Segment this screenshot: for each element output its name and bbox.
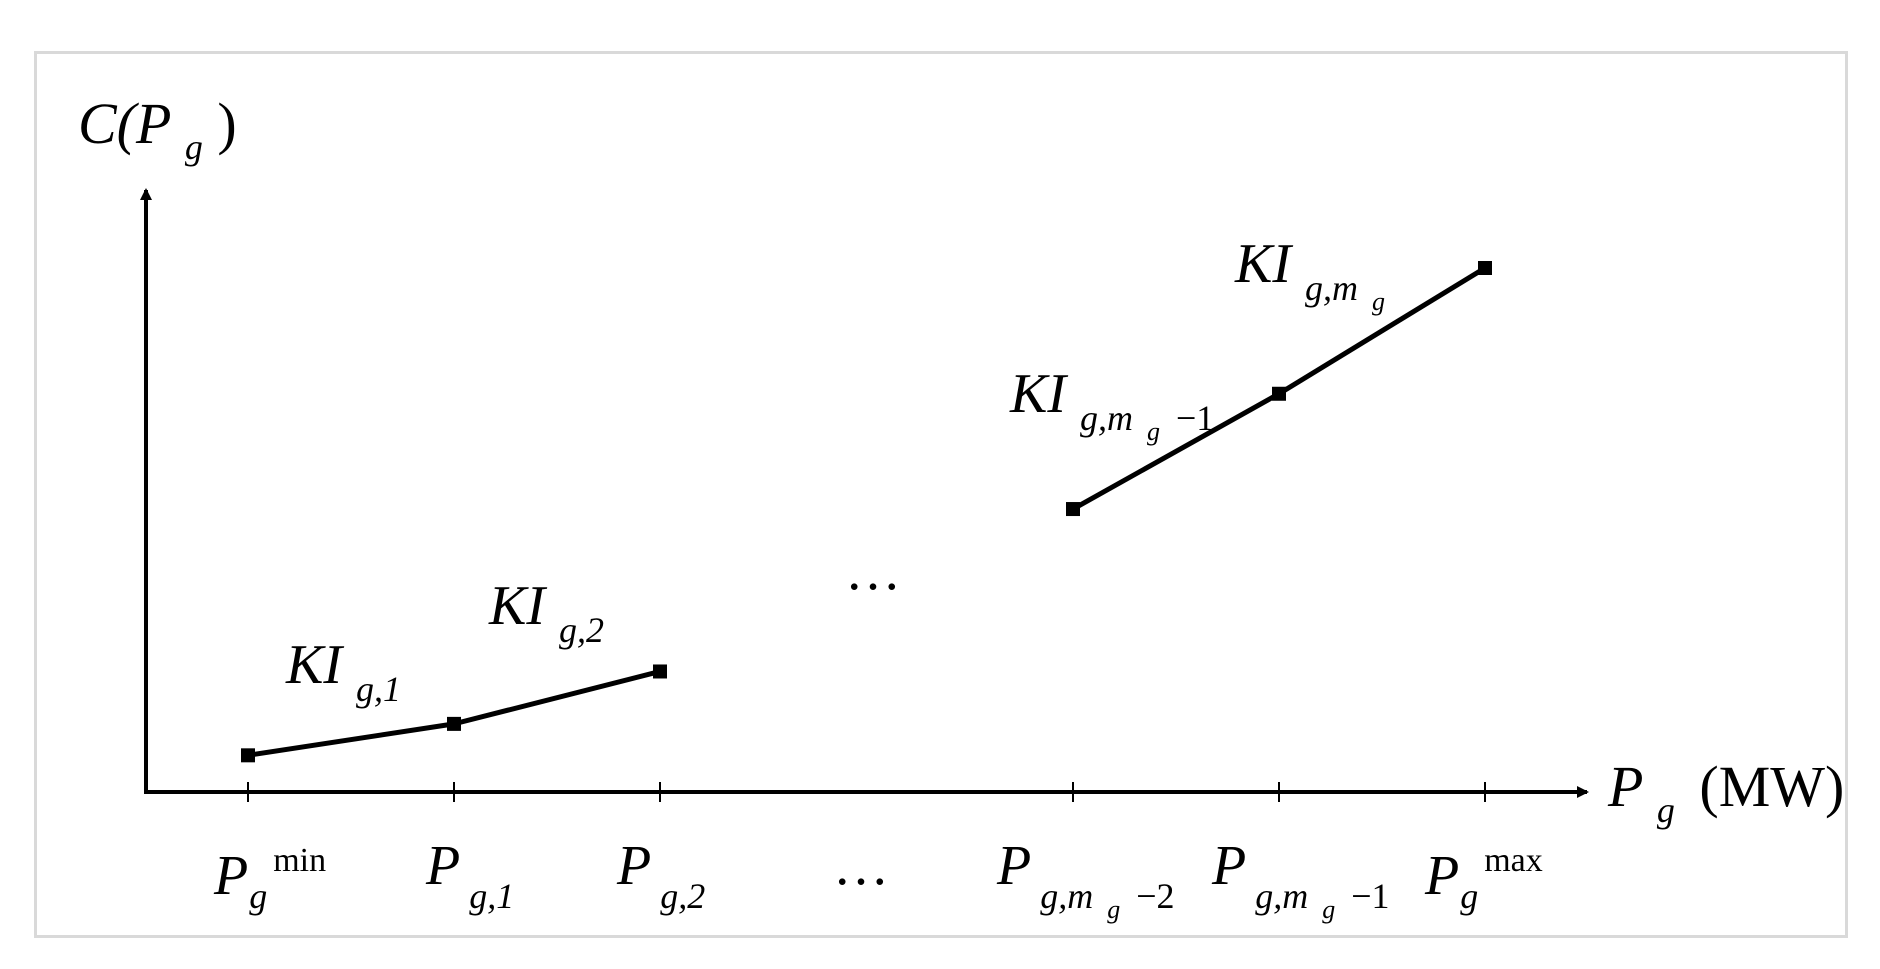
y-axis-label: C(P g ) bbox=[78, 91, 237, 172]
y-axis-label-close-paren: ) bbox=[217, 91, 236, 156]
x-tick-label-subscript-prefix: g,m bbox=[1040, 876, 1093, 916]
x-tick-label-superscript: max bbox=[1484, 842, 1543, 879]
x-tick-label-subscript: g bbox=[1460, 876, 1478, 916]
x-tick-label-subsubscript: g bbox=[1322, 895, 1335, 924]
x-tick-label-p-g-2: P g,2 bbox=[616, 835, 705, 916]
x-tick-label-ellipsis: … bbox=[833, 835, 889, 897]
segment-label-subsubscript: g bbox=[1372, 287, 1385, 316]
segment-label-main: KI bbox=[285, 634, 344, 696]
x-tick-label-subscript: g,2 bbox=[660, 876, 705, 916]
x-tick-label-p-g-max: P g max bbox=[1424, 842, 1543, 921]
left-curve-breakpoint bbox=[447, 716, 461, 731]
y-axis-label-main: C(P bbox=[78, 91, 170, 156]
segment-label-ki-g-mg-minus-1: KI g,m g −1 bbox=[1009, 363, 1214, 453]
x-tick-label-subscript-prefix: g,m bbox=[1255, 876, 1308, 916]
segment-label-main: KI bbox=[1009, 363, 1068, 425]
cost-curve-breakpoints bbox=[241, 261, 1492, 763]
right-curve-breakpoint bbox=[1272, 386, 1286, 401]
left-curve-breakpoint bbox=[241, 748, 255, 763]
x-tick-label-superscript: min bbox=[273, 842, 326, 879]
x-axis-label-unit: (MW) bbox=[1699, 754, 1844, 819]
x-tick-label-subscript-suffix: −1 bbox=[1351, 876, 1389, 916]
x-tick-label-main: P bbox=[616, 835, 650, 897]
left-curve-segment bbox=[247, 721, 455, 758]
x-tick-label-p-g-mg-minus-1: P g,m g −1 bbox=[1211, 835, 1390, 931]
x-tick-label-main: P bbox=[996, 835, 1030, 897]
segment-label-subscript-suffix: −1 bbox=[1176, 398, 1214, 438]
x-tick-label-main: P bbox=[425, 835, 459, 897]
cost-curve-segments bbox=[247, 265, 1487, 758]
x-tick-label-subscript: g bbox=[249, 876, 267, 916]
x-axis-label-main: P bbox=[1607, 754, 1642, 819]
segment-label-ki-g-1: KI g,1 bbox=[285, 634, 401, 709]
x-axis-ticks bbox=[247, 782, 1486, 802]
segment-label-ki-g-mg: KI g,m g bbox=[1234, 233, 1385, 316]
x-tick-label-main: P bbox=[213, 845, 247, 907]
x-tick-label-subscript: g,1 bbox=[469, 876, 514, 916]
x-tick-label-p-g-mg-minus-2: P g,m g −2 bbox=[996, 835, 1175, 931]
left-curve-segment bbox=[453, 669, 661, 727]
segment-label-main: KI bbox=[1234, 233, 1293, 295]
x-tick-label-subscript-suffix: −2 bbox=[1136, 876, 1174, 916]
left-curve-breakpoint bbox=[653, 664, 667, 679]
right-curve-breakpoint bbox=[1478, 261, 1492, 275]
right-curve-segment bbox=[1277, 265, 1487, 396]
x-tick-label-p-g-min: P g min bbox=[213, 842, 326, 921]
segment-label-subscript-prefix: g,m bbox=[1305, 268, 1358, 308]
segment-label-main: KI bbox=[488, 575, 547, 637]
x-tick-label-p-g-1: P g,1 bbox=[425, 835, 514, 916]
x-tick-label-subsubscript: g bbox=[1107, 895, 1120, 924]
segment-label-subscript: g,2 bbox=[559, 610, 604, 650]
right-curve-segment bbox=[1071, 391, 1281, 512]
right-curve-breakpoint bbox=[1066, 502, 1080, 517]
segment-label-ki-g-2: KI g,2 bbox=[488, 575, 604, 650]
segment-label-subsubscript: g bbox=[1147, 417, 1160, 446]
segment-label-subscript-prefix: g,m bbox=[1080, 398, 1133, 438]
x-tick-label-main: P bbox=[1424, 845, 1458, 907]
x-tick-label-main: P bbox=[1211, 835, 1245, 897]
x-axis-label: P g (MW) bbox=[1607, 754, 1844, 835]
gap-ellipsis: … bbox=[845, 540, 901, 602]
x-axis-label-subscript: g bbox=[1657, 790, 1675, 830]
y-axis-label-subscript: g bbox=[185, 127, 203, 167]
segment-label-subscript: g,1 bbox=[356, 669, 401, 709]
